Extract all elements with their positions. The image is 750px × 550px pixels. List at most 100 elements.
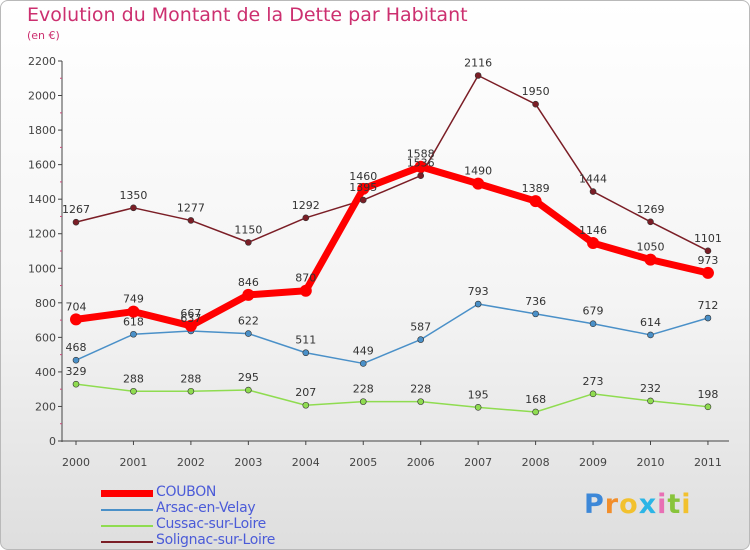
data-label-coubon: 1460 xyxy=(349,170,377,183)
data-point-coubon xyxy=(70,313,82,326)
legend-label: COUBON xyxy=(156,484,217,500)
data-point-cussac-sur-loire xyxy=(130,387,137,395)
data-label-cussac-sur-loire: 273 xyxy=(583,375,604,388)
series-line-arsac-en-velay xyxy=(75,303,709,365)
data-label-cussac-sur-loire: 198 xyxy=(697,388,718,401)
data-point-cussac-sur-loire xyxy=(187,387,195,395)
data-point-cussac-sur-loire xyxy=(589,390,597,398)
data-point-arsac-en-velay xyxy=(589,320,597,328)
data-label-arsac-en-velay: 793 xyxy=(468,285,489,298)
x-tick-label: 2007 xyxy=(464,456,492,469)
brand-letter: i xyxy=(681,489,692,520)
data-label-solignac-sur-loire: 1277 xyxy=(177,201,205,214)
data-label-arsac-en-velay: 679 xyxy=(583,305,604,318)
data-label-coubon: 1050 xyxy=(637,241,665,254)
data-label-solignac-sur-loire: 1101 xyxy=(694,232,722,245)
legend-swatch xyxy=(101,509,153,511)
data-point-coubon xyxy=(701,266,714,279)
data-point-coubon xyxy=(644,253,657,266)
data-point-cussac-sur-loire xyxy=(704,403,712,411)
data-point-arsac-en-velay xyxy=(647,331,654,339)
brand-letter: x xyxy=(638,489,658,520)
brand-letter: P xyxy=(584,489,605,520)
y-tick-label: 1200 xyxy=(28,228,56,241)
data-point-arsac-en-velay xyxy=(245,330,252,337)
data-label-cussac-sur-loire: 288 xyxy=(180,372,201,385)
x-tick-label: 2000 xyxy=(62,456,90,469)
data-label-coubon: 846 xyxy=(238,276,259,289)
data-label-solignac-sur-loire: 1150 xyxy=(234,223,262,236)
data-label-cussac-sur-loire: 232 xyxy=(640,382,661,395)
data-point-coubon xyxy=(242,288,255,301)
data-point-solignac-sur-loire xyxy=(589,188,597,195)
y-tick-label: 400 xyxy=(35,366,56,379)
data-label-solignac-sur-loire: 1350 xyxy=(119,189,147,202)
data-label-cussac-sur-loire: 288 xyxy=(123,372,144,385)
data-point-arsac-en-velay xyxy=(704,314,712,322)
y-tick-label: 0 xyxy=(49,435,56,448)
y-tick-label: 800 xyxy=(35,297,56,310)
data-label-cussac-sur-loire: 195 xyxy=(468,388,489,401)
data-label-coubon: 704 xyxy=(66,300,87,313)
data-point-arsac-en-velay xyxy=(532,310,539,318)
data-label-coubon: 1588 xyxy=(407,148,435,161)
data-label-arsac-en-velay: 511 xyxy=(295,334,316,347)
y-tick-label: 1800 xyxy=(28,124,56,137)
data-point-arsac-en-velay xyxy=(474,300,482,308)
data-point-coubon xyxy=(184,319,197,332)
data-label-coubon: 973 xyxy=(697,254,718,267)
x-tick-label: 2004 xyxy=(292,456,320,469)
data-point-solignac-sur-loire xyxy=(245,239,252,246)
data-label-coubon: 1146 xyxy=(579,224,607,237)
data-label-solignac-sur-loire: 1292 xyxy=(292,199,320,212)
data-point-arsac-en-velay xyxy=(359,360,367,367)
y-tick-label: 600 xyxy=(35,331,56,344)
x-tick-label: 2002 xyxy=(177,456,205,469)
legend-label: Arsac-en-Velay xyxy=(156,500,256,516)
data-point-solignac-sur-loire xyxy=(704,247,712,255)
x-tick-label: 2009 xyxy=(579,456,607,469)
data-point-cussac-sur-loire xyxy=(532,408,539,416)
chart-title: Evolution du Montant de la Dette par Hab… xyxy=(27,4,468,26)
chart-subtitle: (en €) xyxy=(27,29,60,42)
data-point-arsac-en-velay xyxy=(417,336,425,343)
data-point-solignac-sur-loire xyxy=(647,218,654,226)
data-label-solignac-sur-loire: 1444 xyxy=(579,173,607,186)
data-label-cussac-sur-loire: 228 xyxy=(410,383,431,396)
series-line-solignac-sur-loire xyxy=(75,74,709,252)
data-label-cussac-sur-loire: 207 xyxy=(295,386,316,399)
data-point-solignac-sur-loire xyxy=(187,217,195,224)
data-label-coubon: 1490 xyxy=(464,165,492,178)
data-point-arsac-en-velay xyxy=(302,349,310,357)
x-tick-label: 2011 xyxy=(694,456,722,469)
data-label-cussac-sur-loire: 329 xyxy=(66,365,87,378)
data-point-solignac-sur-loire xyxy=(417,172,425,179)
x-tick-label: 2003 xyxy=(234,456,262,469)
data-point-solignac-sur-loire xyxy=(130,204,137,212)
data-point-coubon xyxy=(414,160,427,173)
brand-letter: r xyxy=(604,489,620,520)
brand-letter: t xyxy=(667,489,682,520)
x-tick-label: 2001 xyxy=(119,456,147,469)
data-label-arsac-en-velay: 712 xyxy=(697,299,718,312)
data-label-arsac-en-velay: 614 xyxy=(640,316,661,329)
data-label-arsac-en-velay: 622 xyxy=(238,315,259,328)
data-point-cussac-sur-loire xyxy=(417,398,425,405)
data-point-coubon xyxy=(472,177,485,190)
data-point-cussac-sur-loire xyxy=(72,380,80,388)
x-tick-label: 2010 xyxy=(637,456,665,469)
series-line-cussac-sur-loire xyxy=(75,383,709,413)
y-tick-label: 1600 xyxy=(28,159,56,172)
data-label-solignac-sur-loire: 1395 xyxy=(349,181,377,194)
data-point-coubon xyxy=(127,305,140,318)
data-point-arsac-en-velay xyxy=(130,330,137,338)
data-label-cussac-sur-loire: 168 xyxy=(525,393,546,406)
x-tick-label: 2008 xyxy=(522,456,550,469)
data-point-solignac-sur-loire xyxy=(72,218,80,226)
data-point-solignac-sur-loire xyxy=(302,214,310,222)
data-point-solignac-sur-loire xyxy=(474,72,482,79)
data-label-solignac-sur-loire: 1267 xyxy=(62,203,90,216)
data-point-solignac-sur-loire xyxy=(532,100,539,108)
